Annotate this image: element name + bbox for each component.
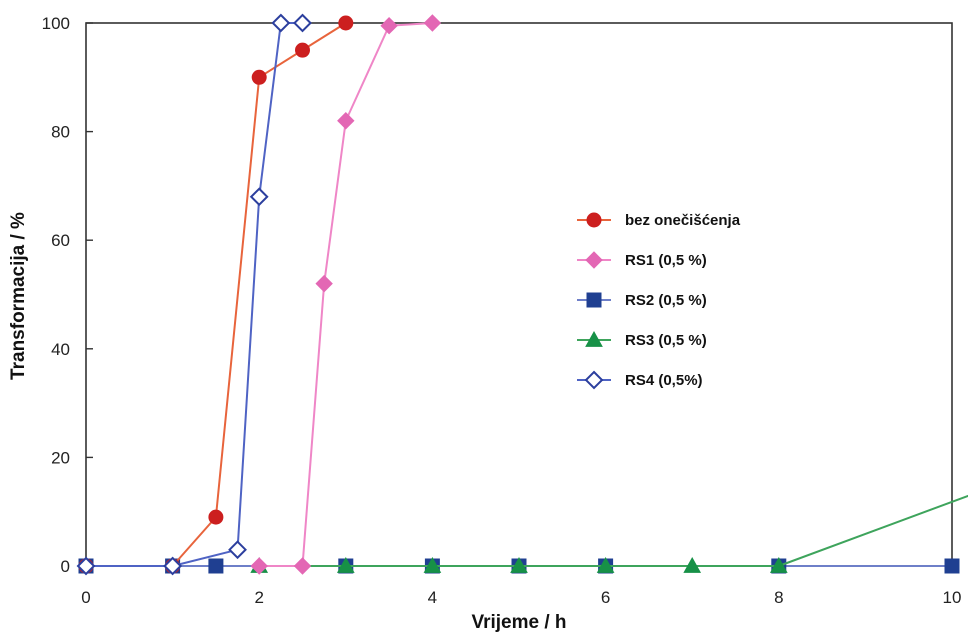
series-2-point xyxy=(315,274,333,293)
y-tick-label: 80 xyxy=(51,123,70,142)
x-tick-label: 6 xyxy=(601,588,610,607)
series-1-point xyxy=(338,15,354,31)
series-3-point xyxy=(208,558,224,574)
series-4-point xyxy=(596,556,615,573)
series-5-point xyxy=(249,187,269,207)
x-tick-label: 0 xyxy=(81,588,90,607)
legend-label: RS1 (0,5 %) xyxy=(625,252,707,269)
y-tick-label: 40 xyxy=(51,340,70,359)
legend-marker xyxy=(585,251,603,269)
series-4-point xyxy=(336,556,355,573)
x-tick-label: 10 xyxy=(943,588,962,607)
series-4-point xyxy=(510,556,528,573)
series-2-point xyxy=(250,557,268,575)
series-5-point xyxy=(228,540,247,560)
series-4-point xyxy=(423,556,442,573)
legend-marker xyxy=(585,330,603,347)
x-tick-label: 4 xyxy=(428,588,437,607)
series-layer xyxy=(76,13,968,576)
legend: bez onečišćenja RS1 (0,5 %) RS2 (0,5 %) RS3… xyxy=(577,212,741,390)
series-5-point xyxy=(293,13,312,33)
series-5-point xyxy=(271,13,291,33)
legend-item-2: RS1 (0,5 %) xyxy=(577,251,707,269)
legend-item-3: RS2 (0,5 %) xyxy=(577,292,707,309)
plot-area-frame xyxy=(85,22,953,567)
series-1-point xyxy=(251,69,267,85)
series-5-point xyxy=(76,556,96,576)
legend-item-1: bez onečišćenja xyxy=(577,212,741,229)
series-2-point xyxy=(337,112,355,130)
series-2-point xyxy=(423,14,442,32)
series-2 xyxy=(250,14,442,575)
y-tick-label: 0 xyxy=(61,557,70,576)
legend-label: RS3 (0,5 %) xyxy=(625,332,707,349)
legend-item-4: RS3 (0,5 %) xyxy=(577,330,707,349)
series-2-point xyxy=(293,557,312,575)
y-axis-title: Transformacija / % xyxy=(8,212,29,380)
legend-item-5: RS4 (0,5%) xyxy=(577,370,703,390)
series-4-point xyxy=(683,556,702,573)
x-tick-label: 2 xyxy=(254,588,263,607)
legend-marker xyxy=(584,370,604,390)
y-tick-label: 20 xyxy=(51,448,70,467)
legend-label: bez onečišćenja xyxy=(625,212,741,229)
series-4 xyxy=(250,494,968,573)
legend-marker xyxy=(586,292,602,308)
y-tick-label: 100 xyxy=(42,14,70,33)
legend-label: RS4 (0,5%) xyxy=(625,372,703,389)
series-4-point xyxy=(769,556,788,573)
x-axis-title: Vrijeme / h xyxy=(471,612,566,633)
x-tick-label: 8 xyxy=(774,588,783,607)
series-5 xyxy=(76,13,312,576)
series-2-point xyxy=(380,17,398,35)
series-1-point xyxy=(208,509,224,525)
legend-label: RS2 (0,5 %) xyxy=(625,292,707,309)
series-1-point xyxy=(295,42,310,58)
series-4-line xyxy=(259,494,968,567)
series-3-point xyxy=(944,558,960,574)
y-tick-label: 60 xyxy=(51,231,70,250)
series-5-point xyxy=(163,556,183,576)
legend-marker xyxy=(586,212,602,228)
